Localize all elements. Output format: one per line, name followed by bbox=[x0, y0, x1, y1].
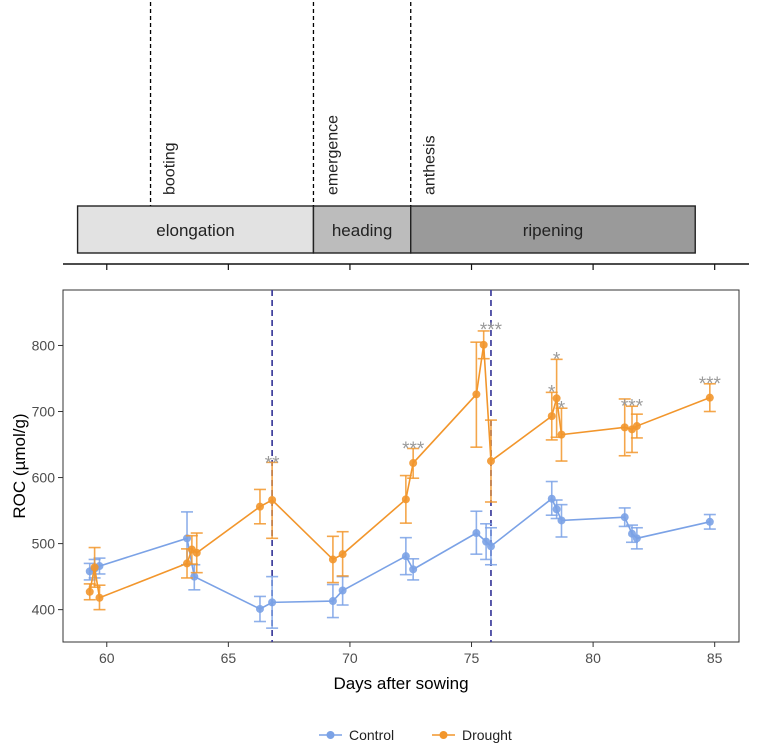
data-point bbox=[632, 422, 641, 431]
event-label: anthesis bbox=[422, 135, 439, 195]
event-label: booting bbox=[162, 143, 179, 196]
data-point bbox=[401, 495, 410, 504]
series-line bbox=[88, 344, 711, 599]
legend-label: Control bbox=[349, 727, 394, 743]
x-tick-label: 60 bbox=[99, 650, 115, 666]
data-point bbox=[620, 513, 629, 522]
series-drought bbox=[83, 330, 716, 611]
data-point bbox=[338, 550, 347, 559]
data-point bbox=[192, 548, 201, 557]
stage-label: ripening bbox=[523, 221, 584, 240]
data-point bbox=[95, 593, 104, 602]
x-tick-label: 80 bbox=[585, 650, 601, 666]
stage-box-ripening bbox=[410, 205, 696, 254]
data-point bbox=[255, 604, 264, 613]
data-point bbox=[328, 597, 337, 606]
data-point bbox=[486, 542, 495, 551]
data-point bbox=[190, 572, 199, 581]
y-tick-label: 600 bbox=[32, 470, 56, 486]
legend: Control Drought bbox=[319, 727, 512, 743]
data-point bbox=[268, 598, 277, 607]
data-point bbox=[338, 586, 347, 595]
reference-lines bbox=[271, 290, 492, 642]
data-point bbox=[547, 494, 556, 503]
data-point bbox=[632, 534, 641, 543]
data-point bbox=[486, 457, 495, 466]
data-point bbox=[705, 517, 714, 526]
data-point bbox=[557, 430, 566, 439]
data-point bbox=[409, 565, 418, 574]
legend-label: Drought bbox=[462, 727, 512, 743]
y-axis-label: ROC (µmol/g) bbox=[10, 413, 29, 518]
data-point bbox=[479, 340, 488, 349]
data-point bbox=[255, 502, 264, 511]
data-series bbox=[83, 330, 716, 629]
data-point bbox=[557, 516, 566, 525]
significance-label: *** bbox=[402, 439, 425, 460]
axes: 60 65 70 75 80 85 400 500 600 700 800 bbox=[32, 337, 723, 666]
data-point bbox=[409, 459, 418, 468]
data-point bbox=[328, 555, 337, 564]
data-point bbox=[268, 496, 277, 505]
x-tick-label: 75 bbox=[464, 650, 480, 666]
stage-label: heading bbox=[332, 221, 393, 240]
significance-label: *** bbox=[699, 374, 722, 395]
x-tick-label: 70 bbox=[342, 650, 358, 666]
x-tick-label: 85 bbox=[707, 650, 723, 666]
significance-label: *** bbox=[480, 320, 503, 341]
y-tick-label: 800 bbox=[32, 337, 56, 353]
significance-label: * bbox=[558, 399, 566, 420]
data-point bbox=[90, 563, 99, 572]
legend-item-drought: Drought bbox=[432, 727, 512, 743]
data-point bbox=[85, 587, 94, 596]
y-tick-label: 400 bbox=[32, 602, 56, 618]
data-point bbox=[547, 412, 556, 421]
legend-marker bbox=[439, 731, 448, 739]
significance-label: *** bbox=[621, 397, 644, 418]
significance-label: * bbox=[548, 383, 556, 404]
significance-label: ** bbox=[265, 453, 280, 474]
legend-item-control: Control bbox=[319, 727, 394, 743]
plot-frame bbox=[62, 289, 740, 643]
x-tick-label: 65 bbox=[221, 650, 237, 666]
legend-marker bbox=[326, 731, 335, 739]
x-axis-label: Days after sowing bbox=[333, 674, 468, 693]
significance-label: * bbox=[553, 350, 561, 371]
data-point bbox=[552, 394, 561, 403]
stage-box-heading bbox=[312, 205, 412, 254]
stage-box-elongation bbox=[76, 205, 315, 254]
series-line bbox=[89, 497, 710, 610]
data-point bbox=[620, 423, 629, 432]
y-tick-label: 700 bbox=[32, 404, 56, 420]
data-point bbox=[552, 505, 561, 514]
series-control bbox=[83, 480, 716, 629]
stage-label: elongation bbox=[156, 221, 234, 240]
data-point bbox=[705, 393, 714, 402]
growth-stage-panel: elongation heading ripening booting emergenc… bbox=[63, 2, 749, 270]
data-point bbox=[472, 529, 481, 538]
data-point bbox=[472, 390, 481, 399]
event-label: emergence bbox=[324, 115, 341, 195]
y-tick-label: 500 bbox=[32, 536, 56, 552]
significance-markers: *********** ****** bbox=[265, 320, 722, 474]
